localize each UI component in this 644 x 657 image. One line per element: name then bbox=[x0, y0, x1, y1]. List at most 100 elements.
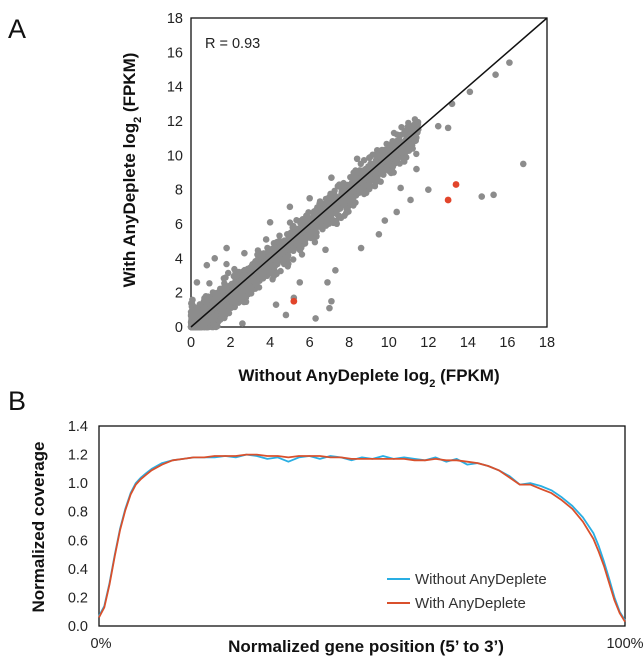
series-line-1 bbox=[98, 453, 626, 623]
scatter-point bbox=[381, 217, 389, 224]
x-tick-label: 12 bbox=[420, 335, 436, 351]
scatter-point bbox=[311, 239, 319, 246]
scatter-point bbox=[519, 160, 527, 168]
scatter-point bbox=[466, 88, 474, 96]
series-line-0 bbox=[98, 453, 626, 621]
scatter-point bbox=[211, 255, 219, 262]
scatter-point bbox=[506, 59, 513, 66]
y-tick-labels: 0 2 4 6 8 10 12 14 16 18 bbox=[167, 11, 183, 336]
scatter-point bbox=[245, 290, 252, 298]
coverage-series bbox=[98, 453, 626, 623]
scatter-point bbox=[353, 155, 361, 163]
scatter-point bbox=[347, 192, 354, 199]
y-tick-label: 0.6 bbox=[68, 533, 88, 549]
scatter-point bbox=[323, 218, 331, 225]
scatter-point bbox=[207, 295, 214, 302]
scatter-point bbox=[365, 176, 372, 183]
scatter-point bbox=[398, 148, 405, 155]
scatter-point bbox=[357, 160, 364, 167]
x-tick-labels: 0 2 4 6 8 10 12 14 16 18 bbox=[187, 335, 555, 351]
scatter-point bbox=[360, 167, 368, 174]
scatter-point bbox=[404, 123, 411, 130]
scatter-point bbox=[262, 236, 270, 243]
scatter-point bbox=[332, 267, 339, 274]
scatter-point bbox=[328, 174, 335, 181]
y-tick-label: 8 bbox=[175, 183, 183, 199]
coverage-line-chart: 0.0 0.2 0.4 0.6 0.8 1.0 1.2 1.4 0% 100% Normali… bbox=[29, 419, 644, 656]
scatter-point bbox=[347, 174, 354, 181]
scatter-point bbox=[305, 214, 313, 222]
scatter-point bbox=[260, 273, 268, 280]
scatter-point bbox=[334, 212, 342, 219]
scatter-point bbox=[226, 295, 233, 302]
scatter-point bbox=[201, 323, 208, 331]
line-plot-frame bbox=[98, 425, 626, 627]
x-start-label: 0% bbox=[91, 636, 112, 652]
scatter-point bbox=[223, 244, 230, 252]
scatter-point bbox=[195, 323, 202, 331]
x-axis-title: Without AnyDeplete log2 (FPKM) bbox=[238, 366, 499, 390]
scatter-point bbox=[276, 232, 283, 239]
scatter-point bbox=[219, 286, 226, 293]
scatter-point bbox=[241, 266, 248, 274]
y-tick-label: 4 bbox=[175, 251, 183, 267]
scatter-point bbox=[212, 296, 219, 303]
scatter-point bbox=[492, 71, 499, 78]
scatter-point bbox=[210, 315, 218, 322]
scatter-point bbox=[334, 182, 341, 190]
x-tick-label: 18 bbox=[539, 335, 555, 351]
scatter-point bbox=[401, 128, 408, 135]
scatter-point bbox=[290, 222, 297, 230]
highlighted-points bbox=[290, 181, 460, 305]
scatter-point bbox=[255, 274, 262, 281]
scatter-point bbox=[393, 208, 400, 216]
scatter-point bbox=[277, 267, 284, 275]
scatter-point bbox=[327, 196, 334, 203]
identity-line bbox=[190, 17, 548, 328]
scatter-point bbox=[223, 260, 230, 268]
scatter-point bbox=[290, 256, 297, 263]
x-tick-label: 8 bbox=[345, 335, 353, 351]
y-tick-labels: 0.0 0.2 0.4 0.6 0.8 1.0 1.2 1.4 bbox=[68, 419, 88, 635]
y-tick-label: 1.4 bbox=[68, 419, 88, 435]
legend-label-without: Without AnyDeplete bbox=[415, 571, 547, 588]
scatter-point bbox=[352, 167, 359, 174]
scatter-point bbox=[298, 251, 306, 258]
y-tick-label: 0 bbox=[175, 320, 183, 336]
x-tick-label: 4 bbox=[266, 335, 274, 351]
scatter-point bbox=[265, 263, 272, 271]
scatter-point bbox=[322, 246, 329, 254]
scatter-point bbox=[306, 194, 313, 202]
scatter-point bbox=[209, 289, 217, 296]
scatter-point bbox=[352, 173, 359, 181]
scatter-point bbox=[310, 208, 318, 215]
scatter-point bbox=[352, 199, 359, 206]
y-tick-label: 6 bbox=[175, 217, 183, 233]
panel-b-letter: B bbox=[8, 386, 26, 416]
scatter-point bbox=[333, 217, 340, 225]
scatter-point bbox=[386, 168, 393, 175]
scatter-point bbox=[328, 297, 335, 305]
scatter-point bbox=[193, 279, 201, 286]
scatter-point bbox=[286, 203, 294, 211]
scatter-point bbox=[444, 124, 452, 132]
highlighted-point bbox=[290, 297, 298, 305]
x-tick-label: 16 bbox=[499, 335, 515, 351]
panel-a-letter: A bbox=[8, 14, 26, 44]
scatter-point bbox=[397, 184, 404, 192]
scatter-point bbox=[207, 302, 214, 309]
scatter-point bbox=[357, 185, 364, 193]
scatter-point bbox=[276, 237, 283, 244]
scatter-point bbox=[393, 131, 401, 138]
scatter-point bbox=[238, 295, 245, 302]
scatter-point bbox=[230, 273, 237, 280]
scatter-point bbox=[282, 254, 289, 262]
scatter-point bbox=[413, 150, 420, 158]
y-tick-label: 12 bbox=[167, 114, 183, 130]
scatter-point bbox=[404, 142, 411, 149]
scatter-point bbox=[218, 314, 225, 322]
scatter-point bbox=[252, 263, 259, 270]
scatter-point bbox=[290, 245, 297, 253]
scatter-point bbox=[270, 264, 277, 271]
